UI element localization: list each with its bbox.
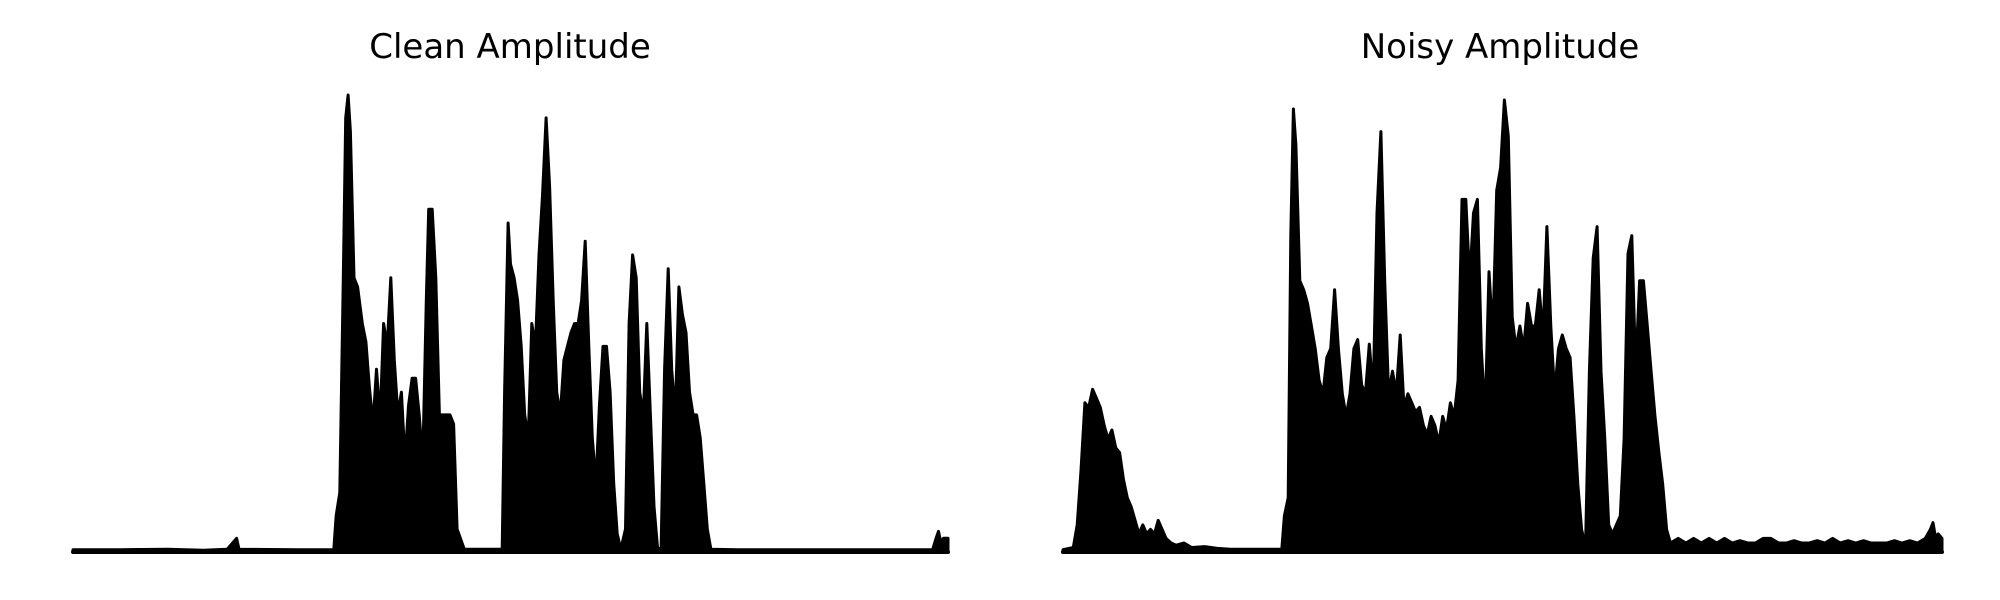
amplitude-area [1061, 98, 1944, 554]
clean-amplitude-title: Clean Amplitude [369, 27, 651, 67]
clean-amplitude-panel: Clean Amplitude [71, 27, 950, 554]
noisy-amplitude-title: Noisy Amplitude [1361, 27, 1640, 67]
noisy-amplitude-panel: Noisy Amplitude [1061, 27, 1944, 554]
amplitude-area [71, 93, 950, 554]
noisy-amplitude-waveform [1061, 98, 1944, 554]
clean-amplitude-waveform [71, 93, 950, 554]
